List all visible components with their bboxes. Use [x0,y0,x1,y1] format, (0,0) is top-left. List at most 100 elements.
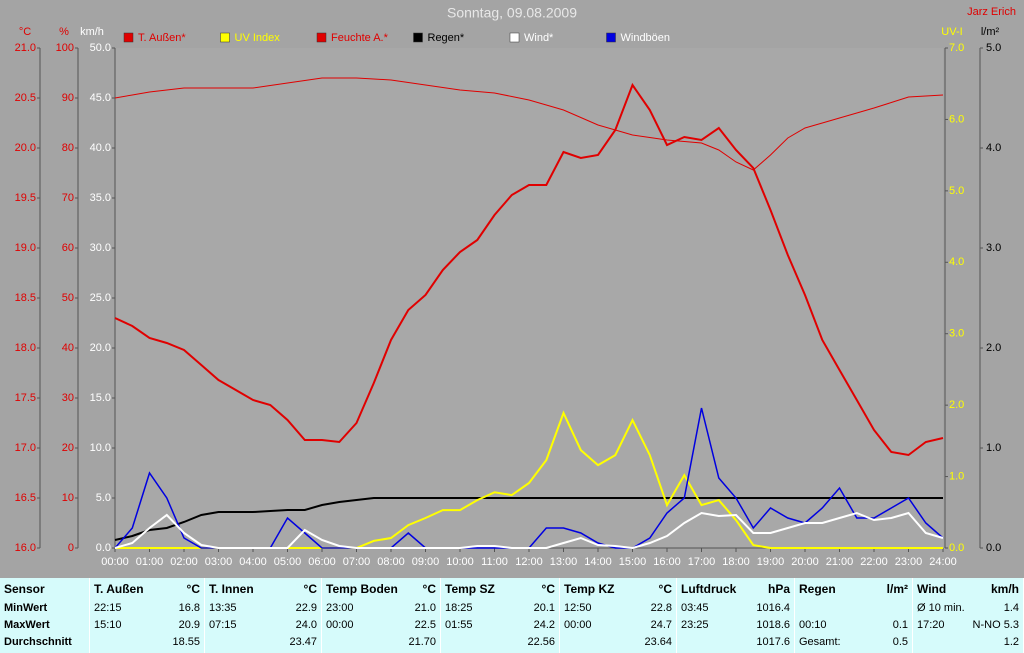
series-line [114,82,944,457]
y-tick-label: 45.0 [90,92,111,104]
cell-text: 1.4 [1003,602,1019,614]
y-tick-label: 5.0 [949,185,964,197]
x-tick-label: 01:00 [136,556,164,568]
table-cell: 23:00 21.0 [326,600,436,617]
series-line [114,511,944,550]
x-tick-label: 15:00 [619,556,647,568]
legend-swatch [509,32,520,43]
table-cell: 03:45 1016.4 [681,600,790,617]
column-header: Temp KZ °C [564,578,672,600]
column-header: Temp Boden °C [326,578,436,600]
y-tick-label: 18.5 [15,292,36,304]
x-tick-label: 19:00 [757,556,785,568]
legend-label: UV Index [235,32,281,44]
cell-text: 23.64 [644,636,672,648]
cell-text: 22.5 [414,619,436,631]
cell-text: 22.8 [650,602,672,614]
cell-text: Ø 10 min. [917,602,965,614]
table-cell: 23:25 1018.6 [681,617,790,634]
cell-text: 1.2 [1003,636,1019,648]
cell-text: 0.1 [892,619,908,631]
axis-unit: UV-I [941,26,962,38]
table-cell: 17:20 N-NO 5.3 [917,617,1019,634]
column-header: Wind km/h [917,578,1019,600]
cell-text: 22.56 [527,636,555,648]
column-header: T. Innen °C [209,578,317,600]
x-tick-label: 04:00 [239,556,267,568]
column-unit: °C [303,582,317,596]
column-unit: °C [541,582,555,596]
legend-swatch [316,32,327,43]
y-tick-label: 90 [62,92,74,104]
column-header: T. Außen °C [94,578,200,600]
cell-text: 22.9 [295,602,317,614]
cell-text: 23.47 [289,636,317,648]
stats-table: Sensor MinWert MaxWert Durchschnitt T. Außen… [0,578,1024,653]
row-labels: Sensor MinWert MaxWert Durchschnitt [0,578,90,653]
y-tick-label: 20.0 [15,142,36,154]
cell-text: 1018.6 [756,619,790,631]
y-tick-label: 80 [62,142,74,154]
column-name: Temp Boden [326,582,398,596]
table-cell: 00:00 22.5 [326,617,436,634]
legend-label: Regen* [428,32,465,44]
y-tick-label: 35.0 [90,192,111,204]
y-tick-label: 30 [62,392,74,404]
cell-text: 1017.6 [756,636,790,648]
x-tick-label: 14:00 [584,556,612,568]
y-tick-label: 10.0 [90,442,111,454]
cell-text: 15:10 [94,619,122,631]
table-cell [799,600,908,617]
cell-text: 24.2 [533,619,555,631]
x-tick-label: 12:00 [515,556,543,568]
table-column: Regen l/m² 00:10 0.1 Gesamt: 0.5 [795,578,913,653]
column-header: Regen l/m² [799,578,908,600]
table-cell: 18:25 20.1 [445,600,555,617]
x-tick-label: 00:00 [101,556,129,568]
x-tick-label: 06:00 [308,556,336,568]
cell-text: 22:15 [94,602,122,614]
cell-text: 21.70 [408,636,436,648]
table-cell: 21.70 [326,634,436,651]
series-line [114,497,943,541]
cell-text: 07:15 [209,619,237,631]
row-label: MinWert [4,602,48,614]
y-tick-label: 0 [68,542,74,554]
cell-text: 24.0 [295,619,317,631]
y-tick-label: 50.0 [90,42,111,54]
y-tick-label: 19.5 [15,192,36,204]
y-tick-label: 70 [62,192,74,204]
table-column: Temp SZ °C 18:25 20.1 01:55 24.2 22.56 [441,578,560,653]
y-tick-label: 50 [62,292,74,304]
column-unit: km/h [990,582,1019,596]
y-tick-label: 0.0 [986,542,1001,554]
table-cell: 18.55 [94,634,200,651]
cell-text: 18.55 [172,636,200,648]
y-tick-label: 16.0 [15,542,36,554]
y-tick-label: 0.0 [96,542,111,554]
cell-text: 20.9 [178,619,200,631]
table-column: T. Außen °C 22:15 16.8 15:10 20.9 18.55 [90,578,205,653]
column-unit: °C [422,582,436,596]
y-tick-label: 19.0 [15,242,36,254]
legend-label: Windböen [621,32,671,44]
x-tick-label: 03:00 [205,556,233,568]
x-tick-label: 17:00 [688,556,716,568]
cell-text: 00:10 [799,619,827,631]
cell-text: 17:20 [917,619,945,631]
y-tick-label: 0.0 [949,542,964,554]
y-tick-label: 60 [62,242,74,254]
cell-text: 24.7 [650,619,672,631]
cell-text: 12:50 [564,602,592,614]
cell-text: 20.1 [533,602,555,614]
column-unit: l/m² [886,582,908,596]
x-tick-label: 13:00 [550,556,578,568]
table-cell: Ø 10 min. 1.4 [917,600,1019,617]
y-tick-label: 17.5 [15,392,36,404]
y-tick-label: 3.0 [949,328,964,340]
column-name: Temp SZ [445,582,495,596]
table-cell: 1.2 [917,634,1019,651]
table-column: Luftdruck hPa 03:45 1016.4 23:25 1018.6 1017.6 [677,578,795,653]
table-cell: 01:55 24.2 [445,617,555,634]
